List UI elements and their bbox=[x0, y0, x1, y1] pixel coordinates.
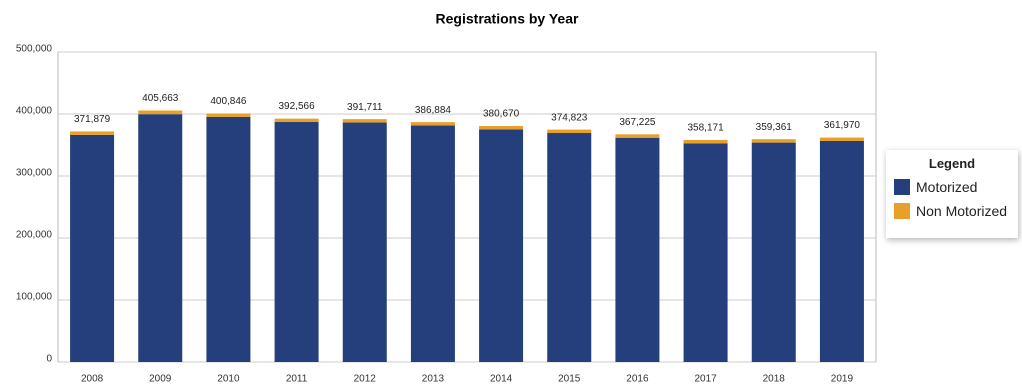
x-tick-label: 2010 bbox=[217, 374, 240, 385]
total-label: 374,823 bbox=[551, 112, 588, 123]
total-label: 367,225 bbox=[619, 117, 656, 128]
total-label: 400,846 bbox=[210, 96, 247, 107]
total-label: 358,171 bbox=[688, 123, 725, 134]
y-tick-label: 400,000 bbox=[16, 106, 53, 117]
bar-segment bbox=[138, 110, 183, 115]
bar-segment bbox=[274, 118, 319, 123]
total-label: 359,361 bbox=[756, 122, 793, 133]
bar-segment bbox=[547, 129, 592, 134]
bar-segment bbox=[615, 134, 660, 138]
y-tick-label: 200,000 bbox=[16, 230, 53, 241]
chart-title: Registrations by Year bbox=[436, 11, 579, 27]
bar-segment bbox=[479, 129, 524, 362]
x-tick-label: 2015 bbox=[558, 374, 581, 385]
total-label: 386,884 bbox=[415, 105, 452, 116]
legend-label: Motorized bbox=[916, 179, 978, 195]
x-tick-label: 2012 bbox=[354, 374, 377, 385]
legend-label: Non Motorized bbox=[916, 203, 1008, 219]
x-tick-label: 2011 bbox=[286, 374, 308, 385]
x-tick-label: 2019 bbox=[831, 374, 854, 385]
y-tick-label: 500,000 bbox=[16, 44, 53, 55]
legend-item[interactable]: Motorized bbox=[894, 179, 1018, 195]
bar-segment bbox=[342, 122, 387, 362]
total-label: 391,711 bbox=[347, 102, 383, 113]
y-tick-label: 100,000 bbox=[16, 292, 53, 303]
total-label: 361,970 bbox=[824, 120, 861, 131]
legend-title: Legend bbox=[928, 156, 976, 171]
bar-segment bbox=[751, 142, 796, 362]
bar-segment bbox=[819, 137, 864, 141]
bar-segment bbox=[410, 125, 455, 362]
bar-segment bbox=[342, 119, 387, 123]
total-label: 371,879 bbox=[74, 114, 111, 125]
bar-segment bbox=[410, 122, 455, 126]
bar-segment bbox=[819, 140, 864, 362]
y-tick-label: 300,000 bbox=[16, 168, 53, 179]
x-tick-label: 2016 bbox=[626, 374, 649, 385]
legend-swatch bbox=[894, 179, 910, 195]
total-label: 380,670 bbox=[483, 109, 520, 120]
bar-segment bbox=[206, 116, 251, 362]
x-tick-label: 2008 bbox=[81, 374, 104, 385]
total-label: 392,566 bbox=[279, 101, 316, 112]
x-tick-label: 2013 bbox=[422, 374, 445, 385]
bar-segment bbox=[615, 137, 660, 362]
bar-segment bbox=[479, 125, 524, 130]
x-tick-label: 2014 bbox=[490, 374, 513, 385]
bar-segment bbox=[70, 134, 115, 362]
bar-segment bbox=[70, 131, 115, 135]
x-tick-label: 2017 bbox=[694, 374, 717, 385]
total-label: 405,663 bbox=[142, 93, 179, 104]
legend: Legend Motorized Non Motorized bbox=[886, 150, 1018, 238]
bar-segment bbox=[683, 143, 728, 362]
x-tick-label: 2018 bbox=[763, 374, 786, 385]
bar-segment bbox=[138, 114, 183, 362]
bar-segment bbox=[206, 113, 251, 117]
bar-segment bbox=[274, 122, 319, 363]
bar-segment bbox=[683, 139, 728, 144]
legend-swatch bbox=[894, 203, 910, 219]
bar-segment bbox=[751, 139, 796, 143]
x-tick-label: 2009 bbox=[149, 374, 172, 385]
legend-item[interactable]: Non Motorized bbox=[894, 203, 1018, 219]
bar-segment bbox=[547, 133, 592, 362]
y-tick-label: 0 bbox=[46, 354, 52, 365]
